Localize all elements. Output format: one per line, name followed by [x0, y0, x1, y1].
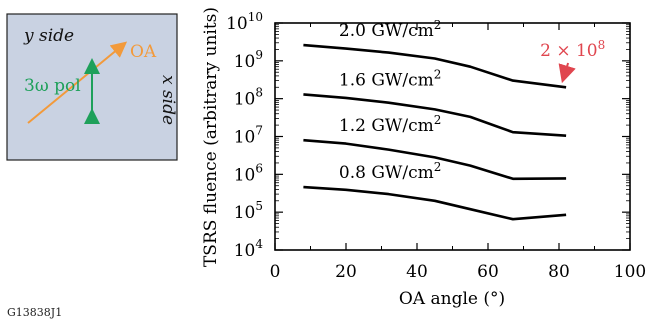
x-tick-label: 60 [477, 262, 499, 282]
series-label: 1.2 GW/cm2 [339, 113, 442, 136]
annotation: 2 × 108 [540, 38, 605, 84]
inset-pol-label: 3ω pol [24, 76, 81, 96]
y-tick-exp: 5 [255, 199, 263, 213]
y-tick-label: 108 [234, 86, 263, 110]
x-tick-label: 40 [406, 262, 428, 282]
y-tick-label: 1010 [226, 10, 263, 34]
series-name: 1.2 GW/cm [339, 116, 434, 136]
y-tick-label: 107 [234, 124, 263, 148]
y-tick-exp: 4 [255, 237, 263, 251]
series-name: 2.0 GW/cm [339, 21, 434, 41]
y-tick-label: 106 [234, 161, 263, 185]
y-tick-base: 10 [234, 165, 256, 185]
series-name: 0.8 GW/cm [339, 163, 434, 183]
y-axis-label: TSRS fluence (arbitrary units) [201, 7, 221, 267]
y-tick-base: 10 [234, 128, 256, 148]
x-axis-label: OA angle (°) [399, 289, 505, 309]
y-tick-base: 10 [234, 241, 256, 261]
annotation-exp: 8 [598, 38, 606, 52]
y-tick-base: 10 [226, 14, 248, 34]
series-group [303, 43, 567, 221]
series-line [303, 185, 567, 221]
y-tick-exp: 7 [255, 124, 263, 138]
y-tick-base: 10 [234, 203, 256, 223]
inset-x-side-label: x side [158, 75, 178, 125]
y-tick-exp: 6 [255, 161, 263, 175]
series-name: 1.6 GW/cm [339, 70, 434, 90]
y-tick-exp: 8 [255, 86, 263, 100]
series-line [303, 138, 567, 181]
series-line [303, 93, 567, 137]
series-unit-exp: 2 [434, 113, 442, 127]
figure-id: G13838J1 [7, 306, 62, 319]
y-tick-base: 10 [234, 90, 256, 110]
series-unit-exp: 2 [434, 67, 442, 81]
inset-diagram: y side x side OA 3ω pol [6, 13, 178, 161]
series-unit-exp: 2 [434, 160, 442, 174]
series-unit-exp: 2 [434, 18, 442, 32]
inset-oa-label: OA [130, 42, 157, 62]
annotation-base: 2 × 10 [540, 41, 598, 61]
series-line [303, 43, 567, 89]
y-tick-label: 105 [234, 199, 263, 223]
series-label: 1.6 GW/cm2 [339, 67, 442, 90]
oa-arrow [27, 41, 128, 124]
series-label: 2.0 GW/cm2 [339, 18, 442, 41]
y-tick-label: 109 [234, 48, 263, 72]
y-tick-exp: 9 [255, 48, 263, 62]
y-tick-label: 104 [234, 237, 264, 261]
y-tick-exp: 10 [248, 10, 263, 24]
annotation-arrow [558, 62, 576, 84]
x-tick-label: 100 [614, 262, 646, 282]
series-label: 0.8 GW/cm2 [339, 160, 442, 183]
y-tick-base: 10 [234, 52, 256, 72]
annotation-text: 2 × 108 [540, 38, 605, 61]
inset-y-side-label: y side [23, 26, 74, 46]
x-tick-label: 80 [548, 262, 570, 282]
x-tick-label: 20 [335, 262, 357, 282]
x-tick-label: 0 [270, 262, 281, 282]
